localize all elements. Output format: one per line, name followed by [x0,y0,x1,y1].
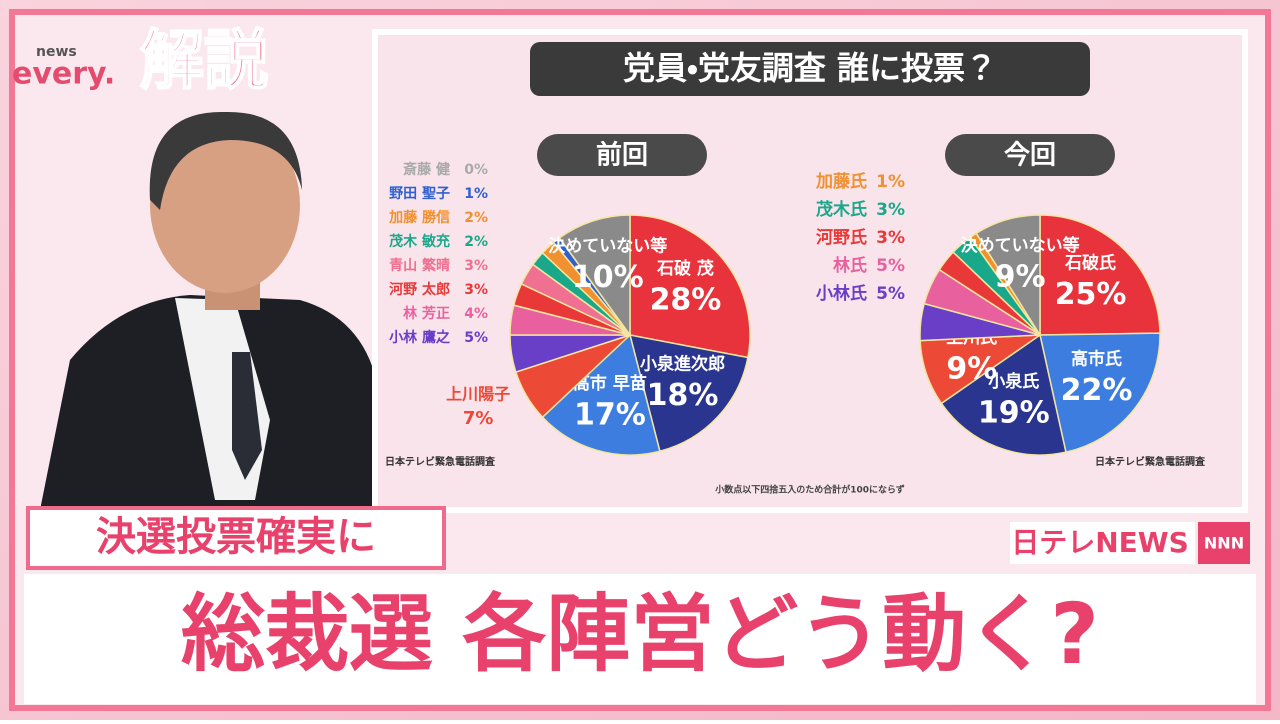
legend-value: 3% [876,200,905,220]
logo-small: news [36,44,77,60]
legend-value: 5% [876,284,905,304]
slice-name: 小泉進次郎 [640,353,725,374]
panel-note: 小数点以下四捨五入のため合計が100にならず [714,484,905,496]
legend-name: 加藤 勝信 [388,209,450,226]
slice-name: 上川陽子 [446,385,510,404]
sub-caption: 決選投票確実に [96,514,376,560]
slice-value-label: 9% [995,259,1046,294]
slice-name: 決めていない等 [548,236,667,257]
pie-slice [558,214,631,338]
slice-value-label: 19% [978,396,1050,431]
pie-slice [541,333,661,456]
pie-slice [1039,332,1161,454]
legend-value: 3% [464,258,488,274]
pie-source: 日本テレビ緊急電話調査 [385,455,496,468]
slice-value-label: 18% [647,378,719,413]
panel-title-bar [530,42,1090,96]
legend-name: 河野氏 [816,227,867,248]
legend-name: 野田 聖子 [389,185,450,202]
slice-value-label: 25% [1055,277,1127,312]
network-box [1198,522,1250,564]
pie-slice [940,333,1067,456]
legend-name: 斎藤 健 [403,161,451,178]
pie-title-pill [537,134,707,176]
legend-value: 3% [464,282,488,298]
legend-value: 1% [876,172,905,192]
legend-value: 2% [464,234,488,250]
slice-value-label: 17% [574,398,646,433]
slice-name: 小泉氏 [988,371,1039,392]
legend-name: 加藤氏 [815,171,867,192]
slice-name: 高市 早苗 [573,373,647,394]
network: NNN [1204,534,1244,553]
slice-value-label: 22% [1061,373,1133,408]
logo: every. [12,57,115,92]
pie-slice [1039,214,1161,336]
legend-name: 茂木氏 [816,199,867,220]
slice-value-label: 7% [463,408,494,429]
legend-value: 4% [464,306,488,322]
legend-value: 3% [876,228,905,248]
legend-name: 小林氏 [816,283,867,304]
legend-value: 0% [464,162,488,178]
pie-title-pill [945,134,1115,176]
legend-value: 5% [876,256,905,276]
slice-name: 石破氏 [1064,253,1116,274]
pie-title: 今回 [1004,141,1056,171]
legend-name: 小林 鷹之 [389,329,451,346]
sub-caption-box [26,506,446,570]
pie-slice [628,334,749,453]
legend-name: 青山 繁晴 [389,257,450,274]
brand-box [1010,522,1195,564]
main-caption: 総裁選 各陣営どう動く? [181,585,1099,683]
pie-source: 日本テレビ緊急電話調査 [1095,455,1206,468]
slice-name: 石破 茂 [656,258,714,279]
brand-name: 日テレNEWS [1011,526,1189,559]
pie-slice [629,214,751,359]
legend-name: 林氏 [833,255,867,276]
legend-value: 2% [464,210,488,226]
legend-name: 河野 太郎 [389,281,450,298]
slice-value-label: 9% [946,352,997,387]
slice-value-label: 10% [572,260,644,295]
legend-value: 1% [464,186,488,202]
pie-slice [975,214,1041,338]
slice-name: 高市氏 [1071,349,1122,370]
panel-title: 党員・党友調査 誰に投票？ [623,49,997,87]
pie-title: 前回 [596,140,648,171]
slice-value-label: 28% [650,283,722,318]
presenter [40,111,380,510]
legend-value: 5% [464,330,488,346]
main-caption-box [24,574,1256,704]
corner-title: 解説 [140,25,268,99]
legend-name: 林 芳正 [403,305,450,322]
slice-name: 決めていない等 [961,235,1080,256]
legend-name: 茂木 敏充 [389,233,450,250]
